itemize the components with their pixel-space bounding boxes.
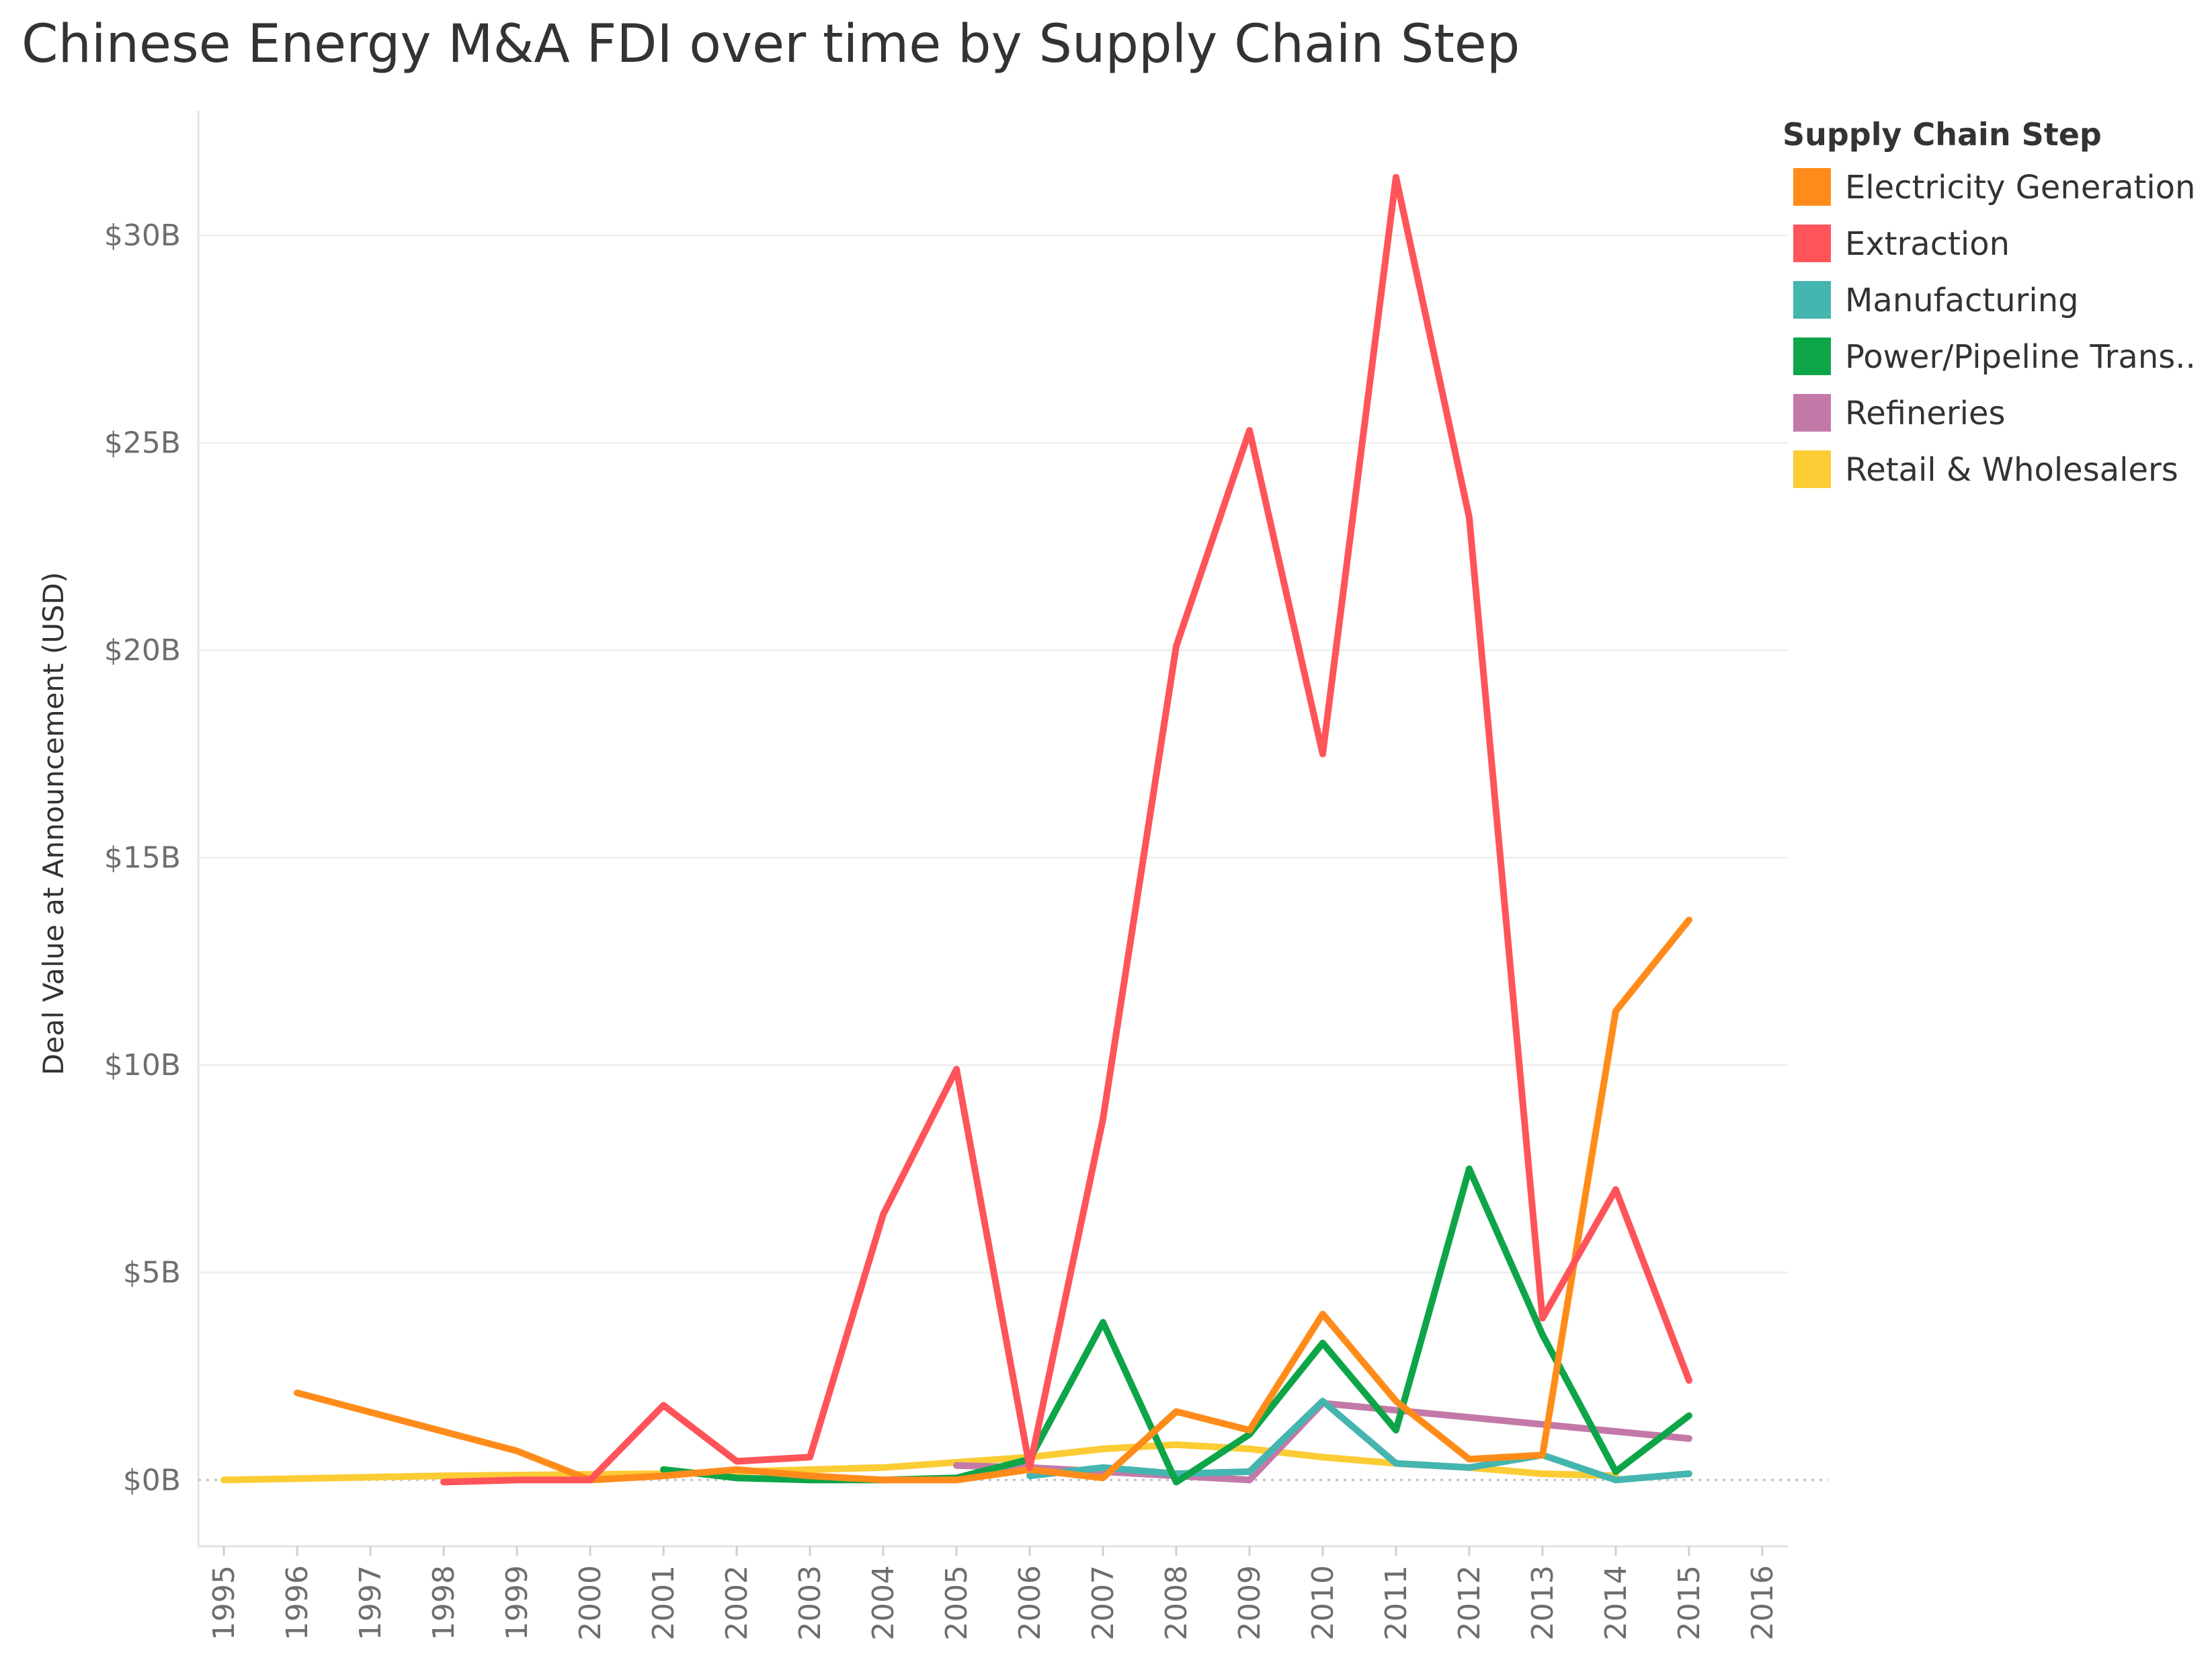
x-tick-label: 1996 [280,1565,315,1640]
legend-items: Electricity Generation Extraction Manufact… [1793,168,2196,489]
legend-label: Manufacturing [1845,282,2079,319]
x-tick-label: 2009 [1233,1565,1267,1640]
x-tick-label: 2005 [940,1565,974,1640]
y-tick-label: $25B [104,426,181,461]
x-tick-label: 1999 [500,1565,534,1640]
legend-label: Refineries [1845,395,2006,432]
series-layer [220,173,1692,1486]
y-tick-label: $30B [104,219,181,253]
series-line-electricity-generation[interactable] [294,916,1692,1484]
legend-label: Electricity Generation [1845,169,2195,206]
legend-item-power-pipeline-trans[interactable]: Power/Pipeline Trans.. [1793,338,2196,376]
y-tick-label: $10B [104,1048,181,1082]
x-tick-label: 2002 [720,1565,754,1640]
legend-swatch [1793,225,1831,262]
y-tick-label: $15B [104,841,181,875]
x-tick-label: 2013 [1526,1565,1560,1640]
x-tick-label: 2012 [1452,1565,1487,1640]
legend-label: Retail & Wholesalers [1845,451,2178,489]
x-tick-label: 2015 [1672,1565,1707,1640]
series-line-manufacturing[interactable] [1026,1398,1692,1484]
legend-item-extraction[interactable]: Extraction [1793,225,2010,263]
y-tick-labels: $0B $5B $10B $15B $20B $25B $30B [104,219,181,1497]
x-tick-label: 2003 [793,1565,827,1640]
x-tick-label: 2004 [866,1565,901,1640]
x-tick-label: 2010 [1306,1565,1340,1640]
legend-label: Power/Pipeline Trans.. [1845,338,2196,376]
legend-item-refineries[interactable]: Refineries [1793,394,2006,432]
x-tick-label: 2008 [1159,1565,1194,1640]
legend-swatch [1793,450,1831,488]
x-tick-label: 2001 [647,1565,681,1640]
grid-layer [197,111,1828,1548]
legend-title: Supply Chain Step [1783,116,2102,153]
legend[interactable]: Supply Chain Step Electricity Generation… [1783,116,2196,489]
x-tick-label: 2016 [1746,1565,1780,1640]
legend-item-retail-wholesalers[interactable]: Retail & Wholesalers [1793,450,2178,489]
legend-swatch [1793,394,1831,432]
legend-swatch [1793,168,1831,206]
legend-swatch [1793,281,1831,319]
x-tick-label: 2000 [573,1565,608,1640]
x-tick-label: 1995 [207,1565,241,1640]
x-tick-label: 1998 [427,1565,461,1640]
x-tick-label: 2007 [1086,1565,1120,1640]
legend-swatch [1793,338,1831,375]
x-tick-label: 2014 [1599,1565,1633,1640]
x-tick-label: 2011 [1379,1565,1414,1640]
x-tick-label: 1997 [354,1565,388,1640]
y-axis-label: Deal Value at Announcement (USD) [37,572,70,1076]
y-tick-label: $0B [123,1463,181,1497]
chart-title: Chinese Energy M&A FDI over time by Supp… [22,14,1520,75]
legend-item-manufacturing[interactable]: Manufacturing [1793,281,2079,319]
legend-label: Extraction [1845,225,2010,263]
y-tick-label: $5B [123,1256,181,1290]
series-line-extraction[interactable] [440,173,1692,1486]
legend-item-electricity-generation[interactable]: Electricity Generation [1793,168,2195,206]
x-tick-label: 2006 [1013,1565,1047,1640]
y-tick-label: $20B [104,633,181,668]
x-tick-labels: 1995 1996 1997 1998 1999 2000 2001 2002 2003 2004… [207,1546,1780,1640]
